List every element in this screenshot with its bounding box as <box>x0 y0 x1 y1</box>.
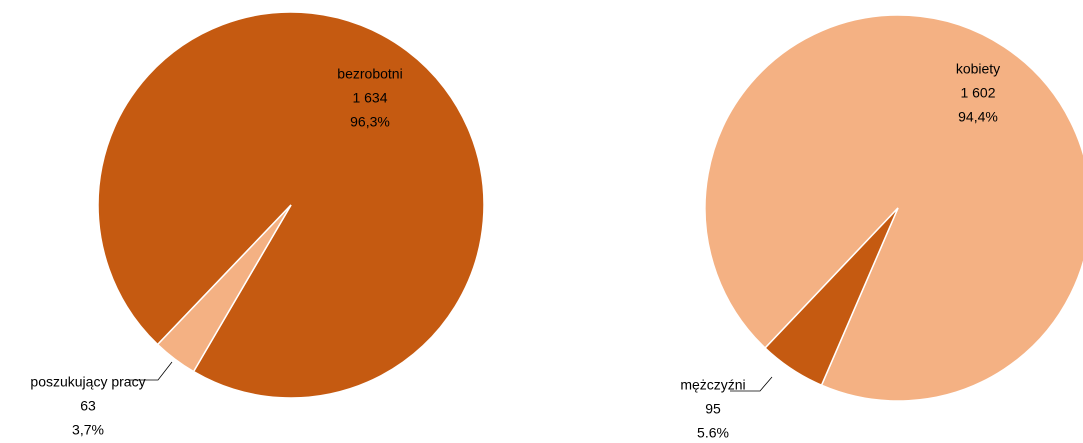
value-label: 95 <box>705 401 721 417</box>
slice-label: mężczyźni <box>680 377 745 393</box>
slice-label: kobiety <box>956 61 1000 77</box>
slice-label: poszukujący pracy <box>30 374 145 390</box>
value-label: 1 634 <box>352 90 387 106</box>
value-label: 63 <box>80 398 96 414</box>
value-label: 1 602 <box>960 85 995 101</box>
percent-label: 96,3% <box>350 114 390 130</box>
percent-label: 3,7% <box>72 422 104 438</box>
pie-slice <box>156 204 292 373</box>
pie-slice <box>704 14 1083 402</box>
percent-label: 5.6% <box>697 425 729 441</box>
slice-label: bezrobotni <box>337 66 402 82</box>
percent-label: 94,4% <box>958 109 998 125</box>
leader-line <box>730 376 773 392</box>
pie-slice <box>764 207 899 387</box>
leader-line <box>128 361 173 381</box>
